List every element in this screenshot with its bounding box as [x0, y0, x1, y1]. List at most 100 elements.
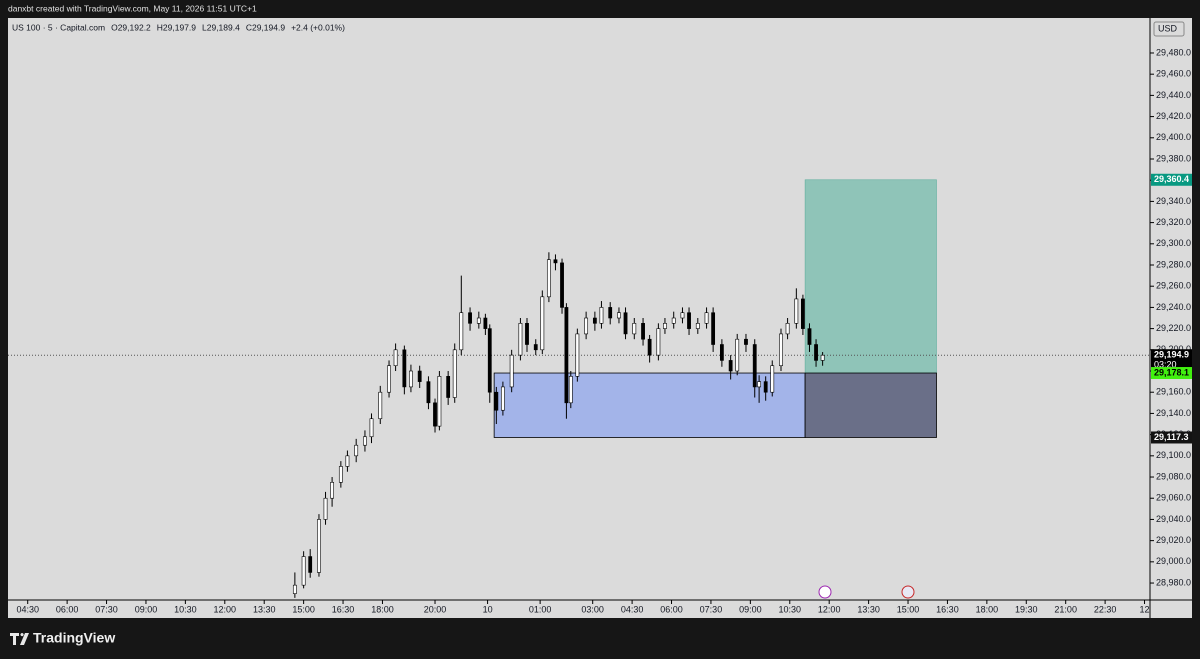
candle-body — [728, 360, 733, 372]
y-tick-label: 29,420.0 — [1156, 111, 1191, 121]
x-tick-label: 09:00 — [739, 604, 762, 614]
candle-body — [801, 298, 805, 329]
flag-icon — [901, 585, 915, 599]
candle-body — [564, 307, 569, 404]
candle-body — [393, 349, 398, 367]
price-label-bg — [1151, 173, 1192, 186]
candle-body — [323, 497, 328, 520]
candle-body — [533, 344, 538, 351]
candle-body — [483, 317, 488, 329]
candle-body — [301, 556, 306, 586]
candle-body — [735, 338, 740, 372]
candle-body — [671, 317, 676, 324]
candle-body — [785, 323, 790, 335]
candle-body — [476, 317, 481, 324]
y-tick-label: 29,060.0 — [1156, 493, 1191, 503]
candle-body — [487, 328, 492, 393]
candle-body — [779, 333, 783, 367]
candle-body — [584, 317, 589, 335]
stop-zone — [804, 372, 937, 438]
y-tick-label: 29,100.0 — [1156, 450, 1191, 460]
y-tick-label: 29,480.0 — [1156, 47, 1191, 57]
candle-body — [632, 323, 637, 335]
candle-body — [592, 317, 597, 324]
x-tick-label: 13:30 — [253, 604, 276, 614]
candle-body — [369, 418, 374, 438]
x-tick-label: 16:30 — [936, 604, 959, 614]
currency-box — [1153, 21, 1185, 37]
candle-body — [553, 259, 558, 264]
countdown: 03:20 — [1154, 360, 1177, 370]
price-label: 29,178.1 — [1154, 367, 1189, 377]
y-tick-label: 29,220.0 — [1156, 323, 1191, 333]
x-tick-label: 12 — [1140, 604, 1150, 614]
x-tick-label: 10:30 — [174, 604, 197, 614]
candle-body — [656, 328, 661, 356]
x-tick-label: 03:00 — [581, 604, 604, 614]
candle-body — [354, 444, 359, 457]
y-tick-label: 29,160.0 — [1156, 387, 1191, 397]
x-tick-label: 12:00 — [214, 604, 237, 614]
y-tick-label: 29,080.0 — [1156, 471, 1191, 481]
y-tick-label: 29,140.0 — [1156, 408, 1191, 418]
x-tick-label: 06:00 — [56, 604, 79, 614]
candle-body — [794, 298, 799, 324]
x-tick-label: 07:30 — [700, 604, 723, 614]
legend-item: L29,189.4 — [202, 22, 240, 32]
candle-body — [617, 312, 621, 319]
candle-body — [437, 376, 442, 427]
candle-body — [446, 376, 451, 398]
legend-item: US 100 · 5 · Capital.com — [12, 22, 105, 32]
x-tick-label: 18:00 — [976, 604, 999, 614]
x-tick-label: 15:00 — [292, 604, 315, 614]
candle-body — [292, 584, 297, 594]
brand-logo: TradingView — [10, 630, 115, 646]
price-label: 29,360.4 — [1154, 174, 1189, 184]
x-tick-label: 22:30 — [1094, 604, 1117, 614]
price-label: 29,194.9 — [1154, 350, 1189, 360]
legend-item: +2.4 (+0.01%) — [291, 22, 345, 32]
candle-body — [704, 312, 709, 324]
x-tick-label: 07:30 — [95, 604, 118, 614]
event-icon — [818, 585, 832, 599]
candle-body — [763, 381, 768, 393]
candle-body — [744, 338, 748, 345]
candle-body — [757, 381, 762, 388]
candle-body — [647, 338, 652, 356]
candle-body — [546, 259, 551, 298]
candle-body — [330, 482, 334, 499]
candle-body — [518, 323, 523, 356]
candle-body — [433, 402, 437, 427]
candle-body — [426, 381, 431, 404]
y-tick-label: 29,460.0 — [1156, 69, 1191, 79]
x-tick-label: 10:30 — [779, 604, 802, 614]
x-tick-label: 21:00 — [1054, 604, 1077, 614]
currency: USD — [1158, 23, 1178, 33]
legend-item: C29,194.9 — [246, 22, 285, 32]
x-tick-label: 01:00 — [529, 604, 552, 614]
x-tick-label: 12:00 — [818, 604, 841, 614]
price-label-bg — [1151, 349, 1192, 372]
x-tick-label: 10 — [483, 604, 493, 614]
y-tick-label: 29,320.0 — [1156, 217, 1191, 227]
y-tick-label: 29,280.0 — [1156, 259, 1191, 269]
candle-body — [468, 312, 472, 324]
y-tick-label: 29,380.0 — [1156, 153, 1191, 163]
target-zone — [804, 179, 937, 374]
price-label-bg — [1151, 431, 1192, 444]
candle-body — [387, 365, 391, 393]
y-tick-label: 29,440.0 — [1156, 90, 1191, 100]
candle-body — [814, 344, 818, 361]
x-tick-label: 18:00 — [371, 604, 394, 614]
y-tick-label: 29,200.0 — [1156, 344, 1191, 354]
candle-body — [820, 354, 825, 361]
candle-body — [317, 519, 321, 573]
y-tick-label: 29,040.0 — [1156, 514, 1191, 524]
y-tick-label: 29,020.0 — [1156, 535, 1191, 545]
y-tick-label: 29,300.0 — [1156, 238, 1191, 248]
candle-body — [345, 455, 350, 467]
candle-body — [452, 349, 457, 398]
x-tick-label: 04:30 — [621, 604, 644, 614]
price-label: 29,117.3 — [1154, 432, 1189, 442]
